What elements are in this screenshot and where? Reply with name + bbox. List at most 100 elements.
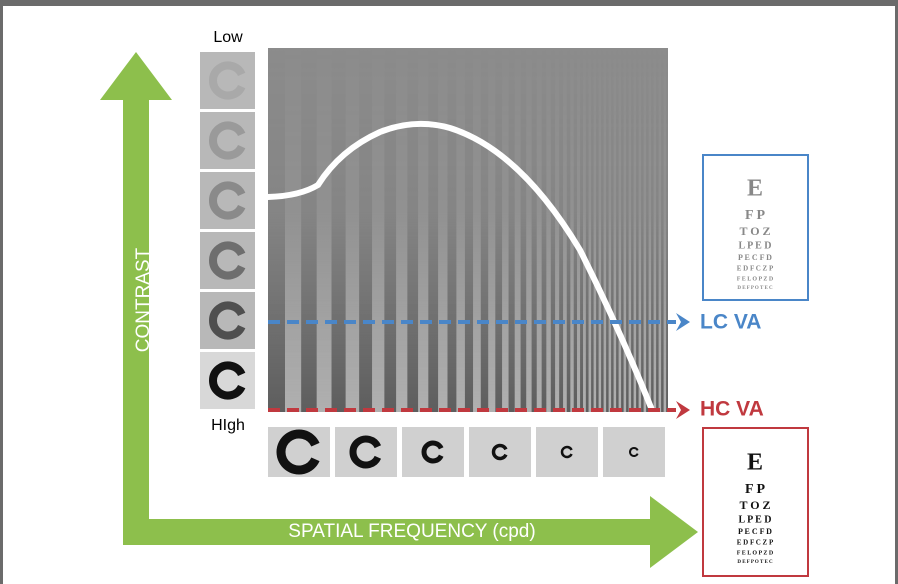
contrast-box (200, 232, 255, 289)
stripe (316, 48, 332, 412)
stripe (407, 48, 419, 412)
stripe (596, 48, 599, 412)
csf-curve (265, 120, 655, 413)
frequency-box (469, 427, 531, 477)
stripe (359, 48, 373, 412)
contrast-box (200, 352, 255, 409)
stripe (648, 48, 652, 412)
eye-chart-row: F E L O P Z D (737, 276, 774, 282)
landolt-c (209, 181, 246, 220)
stripe (480, 48, 489, 412)
stripe (611, 48, 614, 412)
eye-chart-row: E (747, 450, 763, 476)
high-label: HIgh (211, 417, 245, 434)
stripe (384, 48, 397, 412)
stripe (585, 48, 589, 412)
landolt-c (629, 447, 639, 457)
optotypes (200, 52, 665, 477)
stripe (591, 48, 594, 412)
stripe (488, 48, 496, 412)
stripe (598, 48, 602, 412)
eye-chart-row: L P E D (738, 240, 771, 251)
landolt-c (209, 61, 246, 100)
landolt-c (209, 301, 246, 340)
stripe (633, 48, 637, 412)
landolt-c (209, 241, 246, 280)
stripe (656, 48, 659, 412)
y-axis-label: CONTRAST (133, 247, 154, 352)
stripe (418, 48, 429, 412)
stripe (559, 48, 564, 412)
stripe (616, 48, 619, 412)
stripe (438, 48, 448, 412)
eye-chart-row: F P (745, 482, 766, 497)
stripe (345, 48, 360, 412)
stripe (606, 48, 609, 412)
stripe (603, 48, 607, 412)
stripe (285, 48, 302, 412)
landolt-c (491, 443, 508, 461)
frequency-box (536, 427, 598, 477)
stripe (447, 48, 457, 412)
low-label: Low (213, 29, 243, 46)
stripe (577, 48, 581, 412)
stripe (588, 48, 592, 412)
stripe (573, 48, 578, 412)
stripe (621, 48, 624, 412)
frequency-box (603, 427, 665, 477)
eye-chart-row: E (747, 176, 763, 202)
stripe (526, 48, 532, 412)
stripe (583, 48, 586, 412)
contrast-box (200, 52, 255, 109)
stripe (631, 48, 634, 412)
stripe (608, 48, 612, 412)
stripe (593, 48, 597, 412)
hc-arrow (676, 401, 690, 419)
eye-chart-row: E D F C Z P (737, 265, 774, 273)
landolt-c (560, 445, 573, 459)
stripe (628, 48, 632, 412)
eye-chart-row: F E L O P Z D (737, 550, 774, 556)
eye-chart-row: P E C F D (738, 253, 772, 262)
stripe (638, 48, 642, 412)
stripe (641, 48, 644, 412)
stripe (666, 48, 668, 412)
stripe (508, 48, 515, 412)
stripe (301, 48, 317, 412)
eye-chart-row: T O Z (739, 224, 770, 238)
eye-chart-row: L P E D (738, 514, 771, 525)
stripe (495, 48, 503, 412)
top-border (0, 0, 898, 6)
stripe (428, 48, 439, 412)
contrast-box (200, 172, 255, 229)
grating-stripes (268, 48, 668, 412)
lc-arrow (676, 313, 690, 331)
landolt-c (421, 440, 444, 464)
stripe (580, 48, 584, 412)
landolt-c (209, 361, 246, 400)
frequency-box (402, 427, 464, 477)
stripe (473, 48, 481, 412)
landolt-c (276, 429, 320, 475)
stripe (331, 48, 346, 412)
lc-label: LC VA (700, 311, 761, 334)
eye-chart-row: F P (745, 208, 766, 223)
stripe (372, 48, 385, 412)
stripe (546, 48, 551, 412)
frequency-box (335, 427, 397, 477)
stripe (653, 48, 657, 412)
stripe (514, 48, 521, 412)
stripe (643, 48, 647, 412)
stripe (661, 48, 664, 412)
stripe (658, 48, 662, 412)
left-border (0, 0, 3, 584)
x-axis-label: SPATIAL FREQUENCY (cpd) (288, 521, 535, 542)
stripe (456, 48, 465, 412)
stripe (531, 48, 537, 412)
stripe (570, 48, 574, 412)
hc-chart-frame (702, 427, 809, 577)
stripe (618, 48, 622, 412)
landolt-c (349, 435, 382, 469)
